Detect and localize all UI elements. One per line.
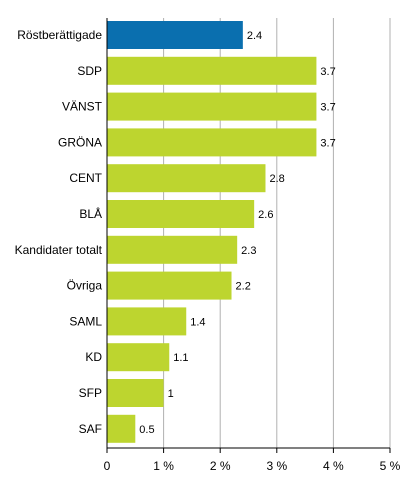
category-label-10: SFP [79,386,102,400]
bar-4 [107,164,266,193]
category-label-11: SAF [79,422,102,436]
labels-layer: Röstberättigade 2.4 SDP 3.7 VÄNST 3.7 GRÖNA 3.7… [15,28,336,436]
value-label-4: 2.8 [269,173,284,185]
category-label-9: KD [85,350,102,364]
bar-3 [107,128,317,157]
bar-8 [107,307,187,336]
category-label-2: VÄNST [62,100,103,114]
category-label-4: CENT [69,171,102,185]
value-label-0: 2.4 [247,30,262,42]
bar-7 [107,271,232,300]
value-label-9: 1.1 [173,352,188,364]
x-tick-label-1: 1 % [153,459,174,473]
x-tick-label-4: 4 % [323,459,344,473]
category-label-5: BLÅ [79,206,102,221]
value-label-11: 0.5 [139,424,154,436]
category-label-1: SDP [77,64,102,78]
axis-layer: 0 1 % 2 % 3 % 4 % 5 % [104,18,401,473]
bar-2 [107,92,317,121]
x-tick-label-2: 2 % [210,459,231,473]
category-label-7: Övriga [67,279,103,293]
value-label-1: 3.7 [320,66,335,78]
value-label-5: 2.6 [258,209,273,221]
value-label-2: 3.7 [320,102,335,114]
x-tick-label-0: 0 [104,459,111,473]
value-label-7: 2.2 [236,281,251,293]
bars-layer [107,21,317,443]
category-label-3: GRÖNA [58,135,102,149]
bar-6 [107,235,238,264]
grid-layer [163,18,391,448]
x-tick-label-5: 5 % [380,459,401,473]
bar-9 [107,343,170,372]
value-label-3: 3.7 [320,137,335,149]
category-label-8: SAML [69,314,102,328]
bar-0 [107,21,243,49]
bar-1 [107,56,317,85]
category-label-6: Kandidater totalt [15,243,103,257]
bar-5 [107,200,255,228]
value-label-10: 1 [168,388,174,400]
category-label-0: Röstberättigade [17,28,102,42]
value-label-6: 2.3 [241,245,256,257]
value-label-8: 1.4 [190,316,205,328]
bar-10 [107,379,164,407]
x-tick-label-3: 3 % [266,459,287,473]
bar-11 [107,414,136,443]
